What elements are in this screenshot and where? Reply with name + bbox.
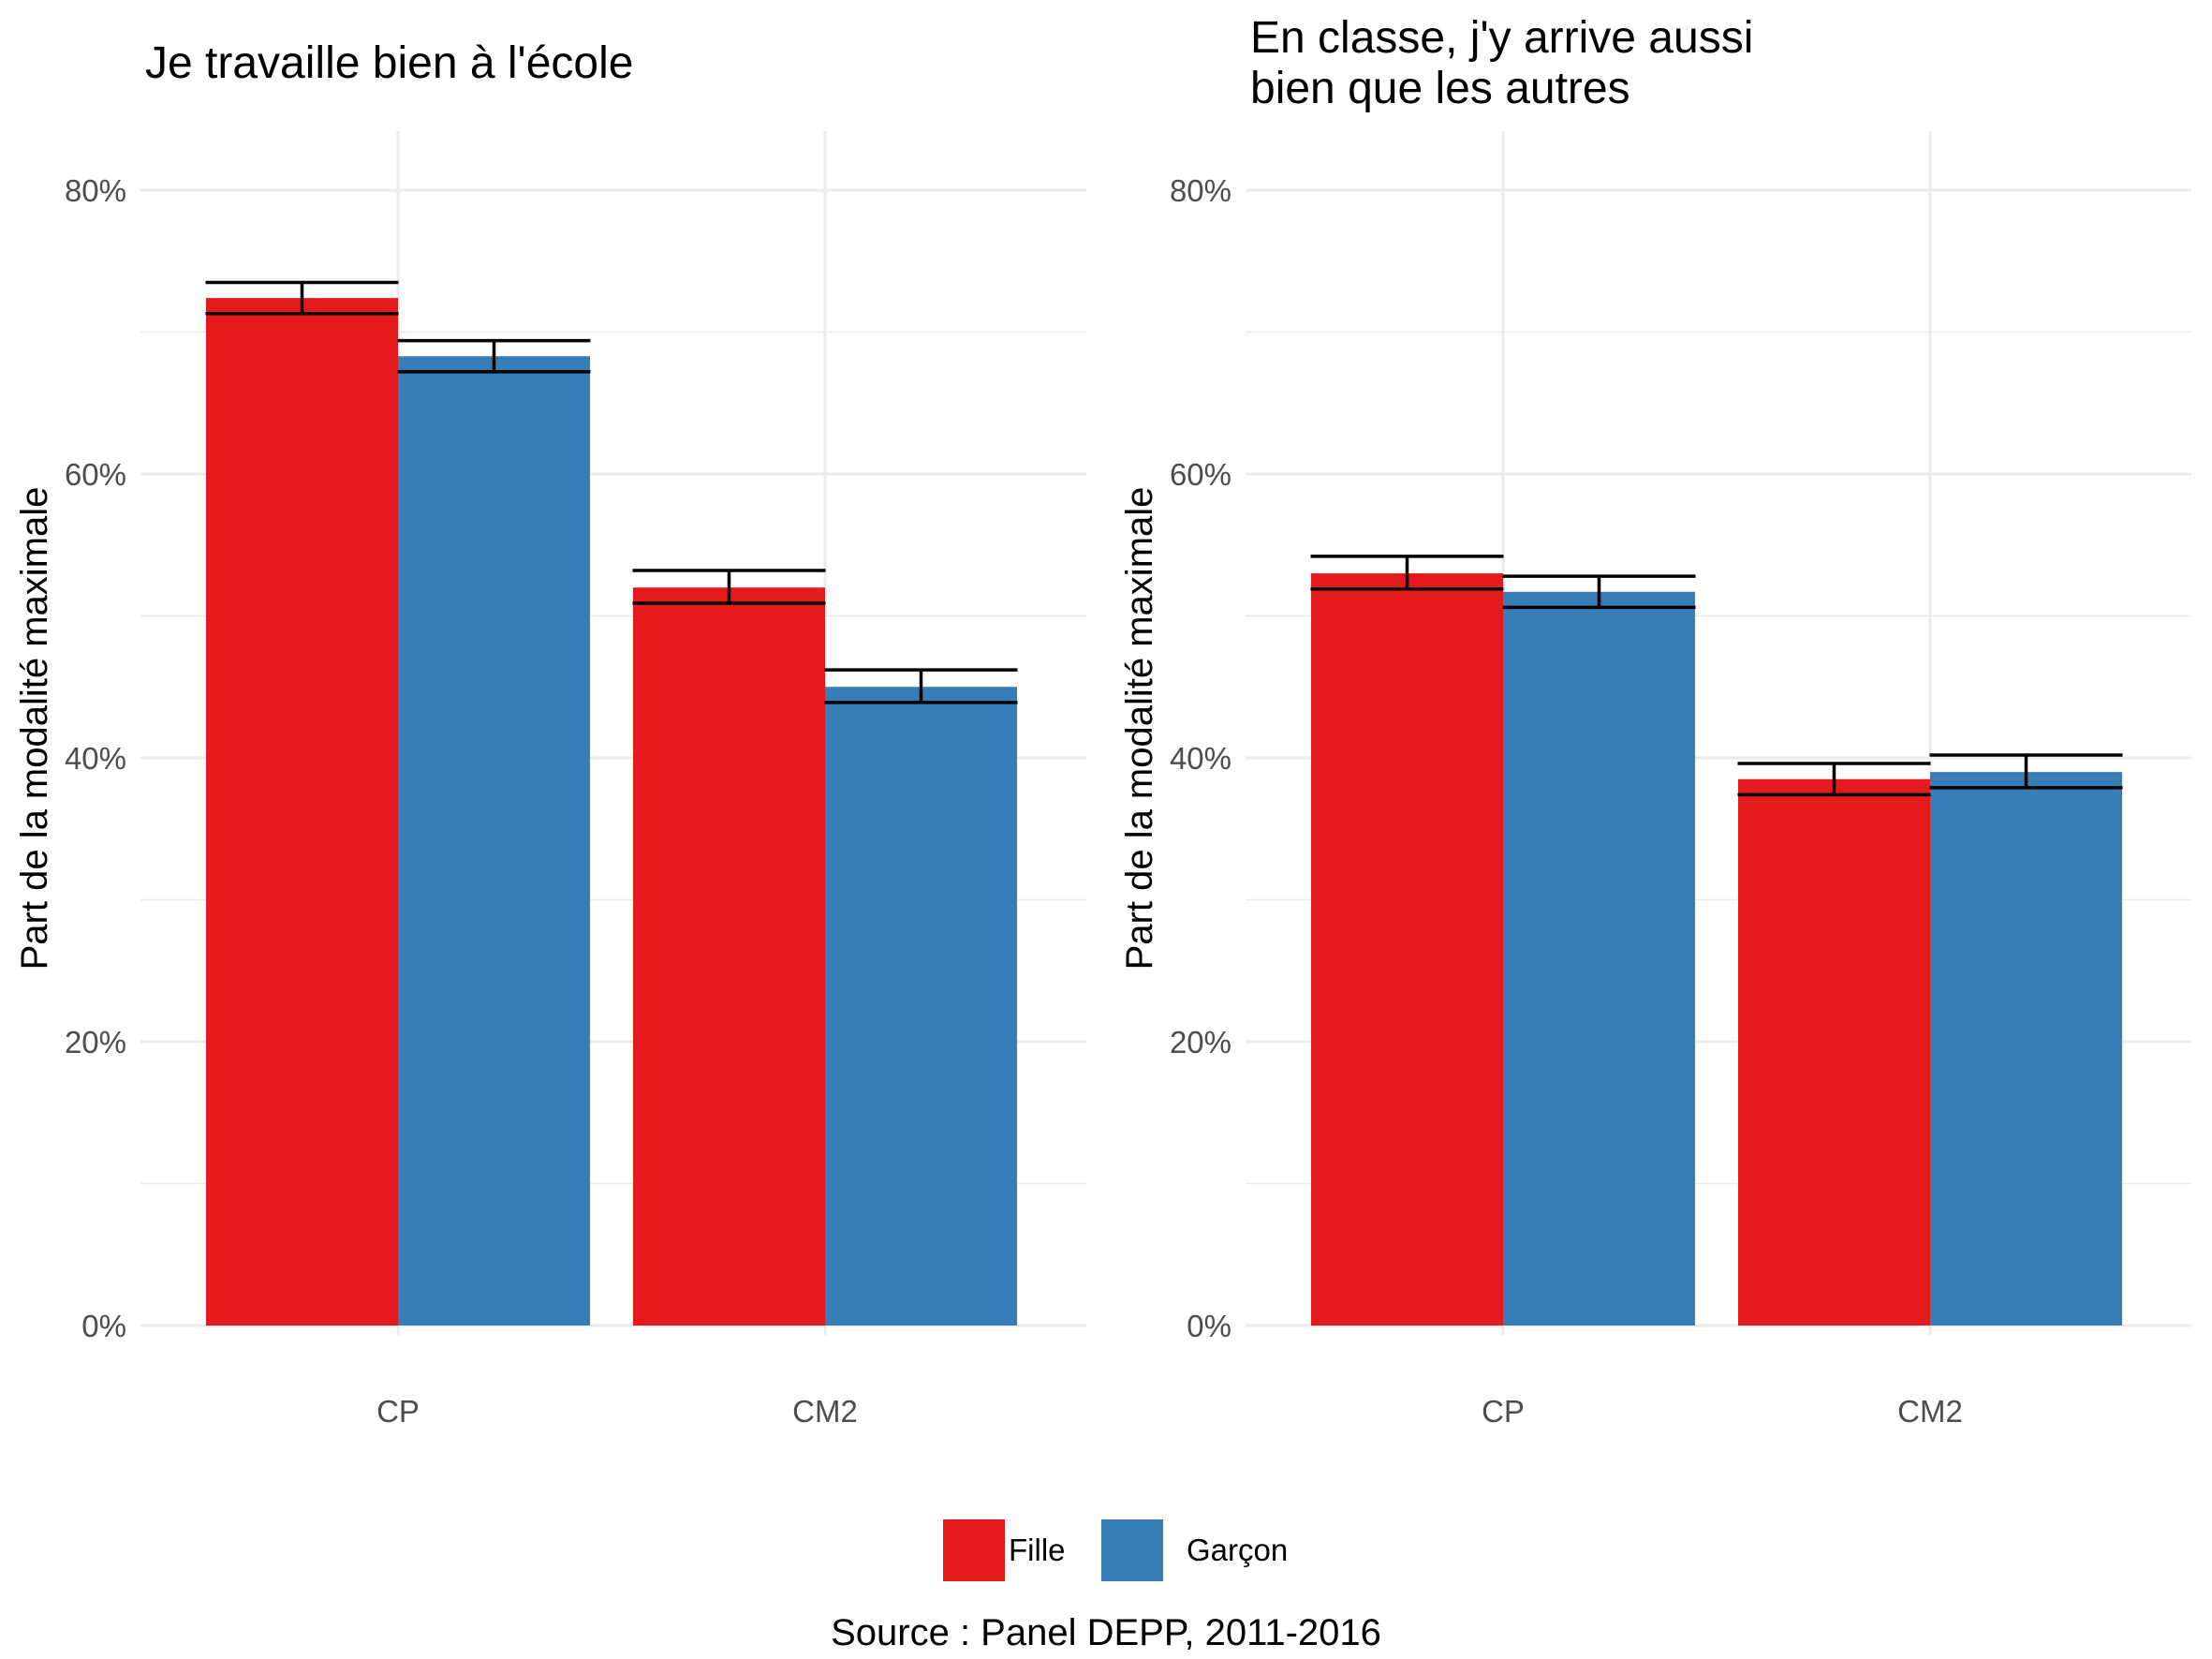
- y-tick-label: 40%: [1170, 741, 1231, 776]
- panel-2: 0% 20% 40% 60% 80% Part de la modalité maxima…: [1119, 13, 2191, 1429]
- y-tick-label: 40%: [65, 741, 126, 776]
- panel-title: Je travaille bien à l'école: [145, 38, 633, 88]
- y-tick-label: 0%: [81, 1309, 126, 1343]
- bar-fille-cm2: [1738, 778, 1930, 1326]
- errorbar: [1502, 574, 1696, 610]
- errorbar: [1737, 762, 1931, 797]
- bar-fille-cp: [1311, 573, 1503, 1326]
- errorbar: [824, 668, 1018, 704]
- y-tick-label: 20%: [65, 1025, 126, 1059]
- bar-garçon-cm2: [825, 687, 1017, 1326]
- errorbar: [205, 280, 399, 316]
- x-tick-label: CM2: [1897, 1394, 1963, 1429]
- legend-key-fille: [943, 1519, 1005, 1581]
- y-axis-title: Part de la modalité maximale: [1119, 487, 1160, 970]
- y-tick-label: 80%: [1170, 173, 1231, 208]
- errorbar: [632, 569, 826, 605]
- legend-label: Fille: [1009, 1533, 1066, 1567]
- legend-label: Garçon: [1187, 1533, 1288, 1567]
- panel-1: 0% 20% 40% 60% 80% Part de la modalité maxima…: [14, 38, 1086, 1429]
- x-tick-label: CM2: [792, 1394, 858, 1429]
- bar-fille-cp: [206, 298, 398, 1326]
- errorbar: [1310, 555, 1504, 591]
- y-axis-title: Part de la modalité maximale: [14, 487, 55, 970]
- y-tick-label: 20%: [1170, 1025, 1231, 1059]
- x-tick-label: CP: [1482, 1394, 1525, 1429]
- y-tick-label: 80%: [65, 173, 126, 208]
- bar-fille-cm2: [633, 587, 825, 1326]
- y-tick-label: 0%: [1187, 1309, 1231, 1343]
- bar-garçon-cp: [1503, 591, 1695, 1326]
- x-tick-label: CP: [376, 1394, 420, 1429]
- errorbar: [397, 338, 591, 374]
- y-tick-label: 60%: [1170, 457, 1231, 492]
- y-tick-label: 60%: [65, 457, 126, 492]
- caption: Source : Panel DEPP, 2011-2016: [831, 1612, 1381, 1653]
- legend-key-garcon: [1101, 1519, 1163, 1581]
- bar-garçon-cp: [398, 356, 590, 1326]
- bar-garçon-cm2: [1930, 772, 2122, 1326]
- errorbar: [1929, 753, 2123, 790]
- panel-title: En classe, j'y arrive aussi: [1250, 13, 1753, 63]
- legend: Fille Garçon: [943, 1519, 1288, 1581]
- panel-title: bien que les autres: [1250, 64, 1630, 113]
